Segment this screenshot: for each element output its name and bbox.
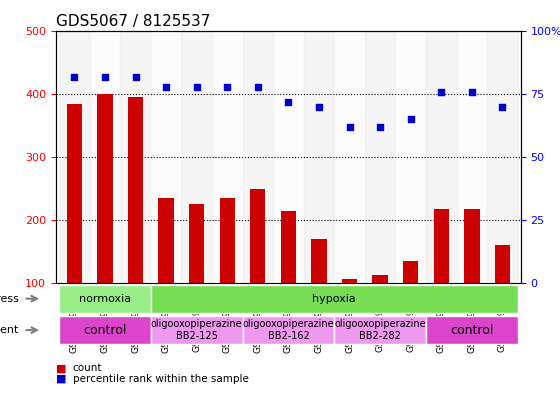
Bar <box>242 31 273 283</box>
Point <box>70 73 79 80</box>
Bar <box>395 31 426 283</box>
Bar <box>311 239 326 283</box>
Bar <box>365 31 395 283</box>
Bar <box>456 31 487 283</box>
Text: percentile rank within the sample: percentile rank within the sample <box>73 374 249 384</box>
Text: control: control <box>450 323 493 337</box>
Text: ■: ■ <box>56 364 67 373</box>
Text: ■: ■ <box>56 374 67 384</box>
Bar <box>128 97 143 283</box>
Bar <box>342 279 357 283</box>
Text: control: control <box>83 323 127 337</box>
Point <box>131 73 140 80</box>
Text: normoxia: normoxia <box>79 294 131 304</box>
FancyBboxPatch shape <box>334 316 426 344</box>
Point <box>345 124 354 130</box>
FancyBboxPatch shape <box>242 316 334 344</box>
Bar <box>433 209 449 283</box>
Point <box>498 104 507 110</box>
Point <box>253 84 262 90</box>
Text: oligooxopiperazine
BB2-162: oligooxopiperazine BB2-162 <box>242 320 334 341</box>
Bar <box>372 275 388 283</box>
FancyBboxPatch shape <box>59 316 151 344</box>
Text: agent: agent <box>0 325 19 335</box>
Point <box>284 99 293 105</box>
Bar <box>464 209 479 283</box>
Bar <box>281 211 296 283</box>
FancyBboxPatch shape <box>151 285 518 313</box>
Bar <box>426 31 456 283</box>
Point <box>406 116 415 123</box>
Text: GDS5067 / 8125537: GDS5067 / 8125537 <box>56 14 211 29</box>
Bar <box>304 31 334 283</box>
Point <box>162 84 171 90</box>
Bar <box>220 198 235 283</box>
Text: oligooxopiperazine
BB2-282: oligooxopiperazine BB2-282 <box>334 320 426 341</box>
Bar <box>181 31 212 283</box>
Bar <box>334 31 365 283</box>
Bar <box>189 204 204 283</box>
Point <box>315 104 324 110</box>
Bar <box>250 189 265 283</box>
FancyBboxPatch shape <box>151 316 242 344</box>
Point <box>376 124 385 130</box>
Point <box>192 84 201 90</box>
Bar <box>120 31 151 283</box>
Bar <box>273 31 304 283</box>
Text: count: count <box>73 364 102 373</box>
Point <box>223 84 232 90</box>
Point <box>437 89 446 95</box>
Text: oligooxopiperazine
BB2-125: oligooxopiperazine BB2-125 <box>151 320 242 341</box>
Bar <box>97 94 113 283</box>
Point <box>100 73 109 80</box>
Bar <box>212 31 242 283</box>
Point <box>468 89 477 95</box>
Bar <box>495 245 510 283</box>
FancyBboxPatch shape <box>59 285 151 313</box>
Bar <box>487 31 518 283</box>
Bar <box>67 104 82 283</box>
Bar <box>158 198 174 283</box>
Bar <box>59 31 90 283</box>
Bar <box>151 31 181 283</box>
Bar <box>403 261 418 283</box>
Text: hypoxia: hypoxia <box>312 294 356 304</box>
Bar <box>90 31 120 283</box>
FancyBboxPatch shape <box>426 316 518 344</box>
Text: stress: stress <box>0 294 19 304</box>
